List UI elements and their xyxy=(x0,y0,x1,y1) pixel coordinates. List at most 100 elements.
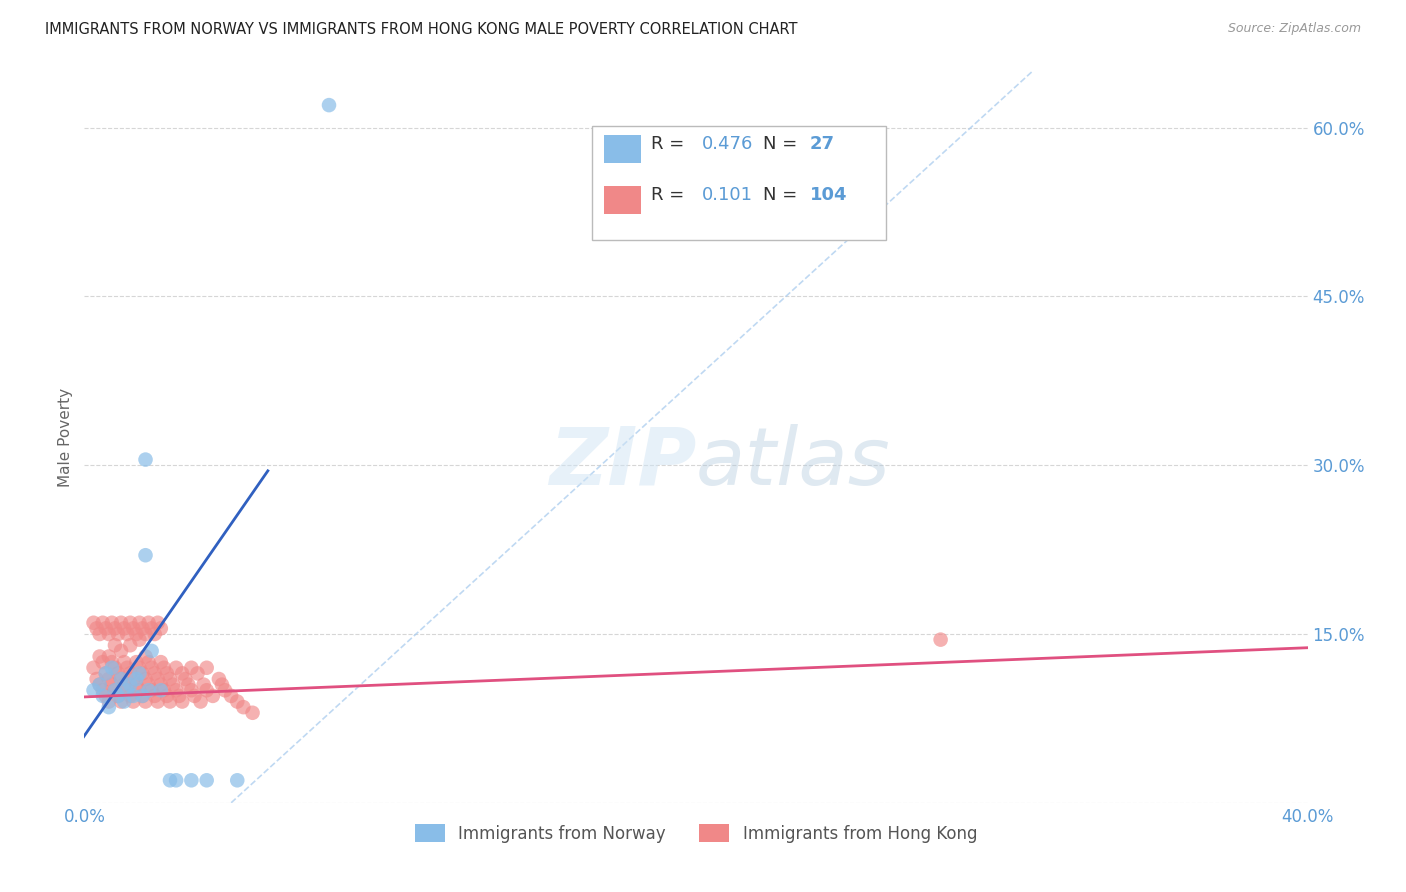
Text: R =: R = xyxy=(651,135,690,153)
Point xyxy=(89,678,111,692)
Point xyxy=(125,627,148,641)
Point xyxy=(219,689,242,703)
Y-axis label: Male Poverty: Male Poverty xyxy=(58,387,73,487)
Point xyxy=(97,694,120,708)
Point xyxy=(172,694,194,708)
Point xyxy=(195,683,218,698)
Point xyxy=(143,666,166,681)
Point xyxy=(149,678,172,692)
Point xyxy=(128,683,150,698)
Point xyxy=(195,773,218,788)
Point xyxy=(101,615,124,630)
Point xyxy=(131,621,153,635)
Point xyxy=(149,683,172,698)
Point xyxy=(186,666,208,681)
Point xyxy=(226,694,249,708)
Point xyxy=(128,615,150,630)
Point xyxy=(153,683,176,698)
Point xyxy=(110,615,132,630)
Point xyxy=(115,627,138,641)
Point xyxy=(143,689,166,703)
Point xyxy=(83,683,105,698)
FancyBboxPatch shape xyxy=(605,186,641,214)
Point xyxy=(193,678,215,692)
Text: atlas: atlas xyxy=(696,424,891,501)
Point xyxy=(146,672,169,686)
Text: N =: N = xyxy=(763,186,803,204)
Point xyxy=(174,672,197,686)
Point xyxy=(120,615,142,630)
Point xyxy=(131,689,153,703)
Point xyxy=(159,773,181,788)
Text: 0.101: 0.101 xyxy=(702,186,754,204)
Point xyxy=(143,627,166,641)
Point xyxy=(159,672,181,686)
Point xyxy=(180,661,202,675)
Point xyxy=(125,678,148,692)
Point xyxy=(107,666,129,681)
Legend: Immigrants from Norway, Immigrants from Hong Kong: Immigrants from Norway, Immigrants from … xyxy=(408,818,984,849)
Point xyxy=(211,678,233,692)
Point xyxy=(94,666,117,681)
Point xyxy=(165,661,187,675)
Point xyxy=(125,672,148,686)
Point xyxy=(128,666,150,681)
Point xyxy=(138,615,160,630)
Point xyxy=(101,661,124,675)
Point xyxy=(86,672,108,686)
Text: Source: ZipAtlas.com: Source: ZipAtlas.com xyxy=(1227,22,1361,36)
Point xyxy=(122,621,145,635)
Point xyxy=(112,678,135,692)
Point xyxy=(180,773,202,788)
Point xyxy=(135,452,157,467)
Point xyxy=(156,666,179,681)
Point xyxy=(91,655,114,669)
Point xyxy=(165,773,187,788)
Point xyxy=(104,621,127,635)
Point xyxy=(149,655,172,669)
Point xyxy=(162,678,184,692)
Point xyxy=(120,678,142,692)
Point xyxy=(94,621,117,635)
Point xyxy=(929,632,952,647)
Point xyxy=(115,661,138,675)
Point xyxy=(128,632,150,647)
Point xyxy=(135,694,157,708)
Point xyxy=(208,672,231,686)
Point xyxy=(83,661,105,675)
Text: R =: R = xyxy=(651,186,690,204)
Point xyxy=(141,661,163,675)
Point xyxy=(183,689,205,703)
Point xyxy=(146,615,169,630)
Point xyxy=(141,683,163,698)
Point xyxy=(97,700,120,714)
Point xyxy=(214,683,236,698)
Point xyxy=(112,655,135,669)
Point xyxy=(146,694,169,708)
Point xyxy=(104,638,127,652)
Point xyxy=(110,672,132,686)
Point xyxy=(120,666,142,681)
Point xyxy=(141,621,163,635)
Point xyxy=(125,655,148,669)
Point xyxy=(159,694,181,708)
Point xyxy=(172,666,194,681)
Point xyxy=(190,694,212,708)
Point xyxy=(115,683,138,698)
Point xyxy=(135,672,157,686)
Point xyxy=(167,689,190,703)
Point xyxy=(138,683,160,698)
Point xyxy=(94,666,117,681)
FancyBboxPatch shape xyxy=(605,135,641,163)
Point xyxy=(201,689,224,703)
Point xyxy=(104,661,127,675)
Point xyxy=(97,672,120,686)
FancyBboxPatch shape xyxy=(592,126,886,240)
Point xyxy=(128,661,150,675)
Point xyxy=(153,661,176,675)
Point xyxy=(135,649,157,664)
Point xyxy=(115,683,138,698)
Point xyxy=(91,689,114,703)
Point xyxy=(89,627,111,641)
Text: 27: 27 xyxy=(810,135,835,153)
